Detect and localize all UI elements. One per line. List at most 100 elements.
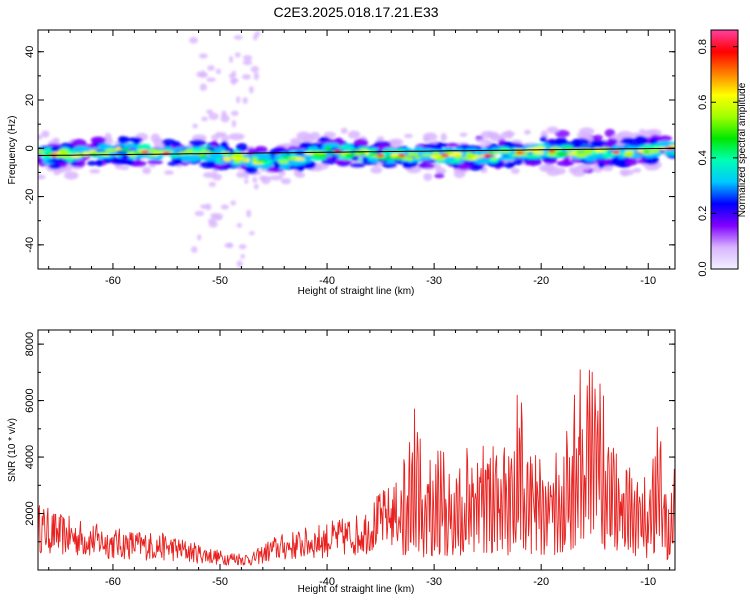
colorbar-tick-label: 0.2 [697,206,709,221]
spectrogram-blob [309,131,321,140]
colorbar-label: Normalized spectral amplitude [737,82,748,217]
spectrogram-blob [245,165,258,175]
spectrogram-blob [542,143,550,148]
spectrogram-blob [238,244,247,250]
spectrogram-blob [592,134,603,141]
spectrogram-blob [59,161,68,168]
spectrogram-peak [547,149,556,153]
spectrogram-blob [525,154,540,158]
spec-y-tick-label: -20 [24,189,36,205]
spectrogram-blob [220,140,228,149]
spectrogram-blob [197,234,202,241]
spectrogram-peak [515,151,524,155]
snr-x-tick-label: -10 [640,576,656,588]
spectrogram-blob [206,77,216,82]
spectrogram-blob [147,159,163,165]
spectrogram-blob [377,136,385,142]
spectrogram-blob [242,97,248,104]
spectrogram-blob [434,173,445,179]
spectrogram-blob [175,158,183,165]
spectrogram-blob [347,130,361,139]
spectrogram-blob [38,134,43,140]
spectrogram-blob [220,114,230,123]
spectrogram-blob [252,176,258,183]
spectrogram-blob [243,172,250,179]
spectrogram-blob [345,152,356,158]
spectrogram-blob [200,204,209,209]
spectrogram-blob [362,156,369,162]
spectrogram-blob [230,200,237,206]
colorbar-tick-label: 0.8 [697,39,709,54]
spectrogram-blob [260,165,270,170]
spectrogram-blob [459,132,468,137]
snr-y-tick-label: 8000 [24,332,36,356]
spectrogram-blob [163,170,174,175]
spectrogram-blob [594,147,602,153]
snr-frame [37,329,676,571]
snr-y-ticks: 2000 4000 6000 8000 [24,332,675,571]
spectrogram-blob [52,137,60,143]
spectrogram-blob [283,155,291,159]
spectrogram-blob [227,242,233,249]
spectrogram-blob [571,138,590,146]
spectrogram-heatmap [38,30,675,268]
spectrogram-blob [82,151,90,157]
spectrogram-blob [248,86,254,94]
spectrogram-blob [199,161,216,169]
spectrogram-blob [53,171,61,176]
spectrogram-blob [133,138,141,146]
spectrogram-blob [512,159,524,166]
spectrogram-blob [380,151,391,155]
spectrogram-blob [643,150,650,153]
spectrogram-blob [259,175,267,181]
spectrogram-blob [604,129,616,138]
spectrogram-blob [215,68,222,75]
colorbar-ticks: 0.0 0.2 0.4 0.6 0.8 [697,39,738,277]
spectrogram-blob [410,152,419,157]
spectrogram-blob [189,36,198,44]
snr-x-ticks: -60 -50 -40 -30 -20 -10 [48,330,671,588]
spectrogram-blob [593,141,604,148]
spectrogram-blob [584,155,597,162]
spectrogram-blob [402,160,419,167]
spectrogram-blob [250,65,259,73]
spectrogram-blob [295,172,305,178]
spectrogram-blob [103,158,112,164]
snr-y-tick-label: 2000 [24,501,36,525]
snr-x-tick-label: -50 [212,576,228,588]
snr-y-tick-label: 6000 [24,388,36,412]
spectrogram-blob [38,149,45,155]
spectrogram-blob [524,129,531,135]
snr-panel: -60 -50 -40 -30 -20 -10 2000 4000 6000 8000 Heig… [7,329,676,595]
colorbar-scale [710,29,739,270]
spectrogram-blob [349,163,366,168]
spectrogram-blob [197,154,208,158]
spectrogram-blob [222,156,231,162]
spec-x-tick-label: -60 [105,275,121,287]
spectrogram-blob [211,134,220,141]
spectrogram-blob [119,165,130,170]
spectrogram-blob [388,138,404,146]
spectrogram-blob [142,166,151,175]
spectrogram-peak [398,153,406,158]
spectrogram-blob [199,83,207,92]
spectrogram-frame [37,29,676,270]
spectrogram-blob [533,151,545,155]
spectrogram-peak [141,150,150,154]
band-fit-line [38,147,675,156]
spectrogram-blob [201,149,211,153]
spectrogram-blob [423,173,433,181]
spectrogram-blob [242,59,253,66]
spectrogram-blob [310,146,318,151]
spectrogram-blob [497,150,512,153]
spectrogram-blob [153,138,165,148]
spectrogram-blob [47,159,62,163]
spectrogram-panel: -60 -50 -40 -30 -20 -10 -40 -20 0 20 40 Height of… [7,29,676,297]
spectrogram-blob [555,152,570,157]
spectrogram-blob [574,152,588,158]
spectrogram-blob [296,131,311,141]
spectrogram-blob [453,147,465,153]
spectrogram-peak [612,150,621,154]
spectrogram-blob [328,142,339,149]
spectrogram-blob [234,52,241,58]
